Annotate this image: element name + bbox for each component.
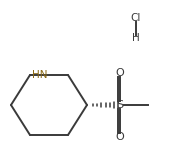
Text: H: H bbox=[132, 33, 140, 43]
Text: Cl: Cl bbox=[131, 13, 141, 23]
Text: HN: HN bbox=[32, 70, 47, 80]
Text: O: O bbox=[116, 68, 124, 78]
Text: S: S bbox=[116, 100, 124, 110]
Text: O: O bbox=[116, 132, 124, 142]
